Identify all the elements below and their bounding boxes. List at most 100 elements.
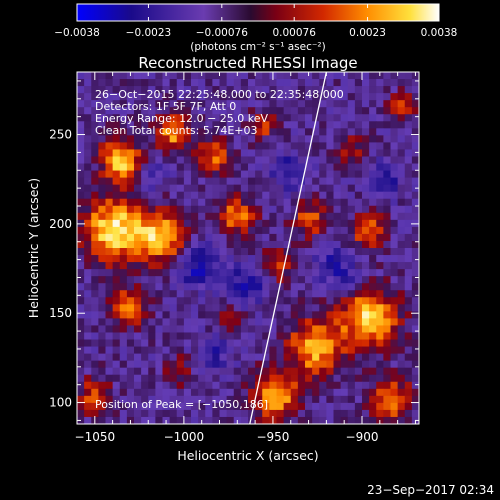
heatmap-cell — [212, 191, 220, 200]
heatmap-cell — [347, 381, 356, 390]
heatmap-cell — [319, 79, 327, 87]
heatmap-cell — [283, 72, 292, 80]
heatmap-cell — [248, 283, 256, 291]
heatmap-cell — [262, 262, 270, 270]
heatmap-cell — [376, 240, 384, 249]
heatmap-cell — [112, 149, 121, 157]
heatmap-cell — [276, 297, 285, 305]
heatmap-cell — [319, 135, 327, 143]
heatmap-cell — [354, 86, 363, 94]
heatmap-cell — [77, 276, 85, 284]
heatmap-cell — [119, 416, 128, 424]
heatmap-cell — [183, 163, 192, 171]
heatmap-cell — [397, 79, 406, 87]
heatmap-cell — [411, 367, 419, 376]
heatmap-cell — [77, 198, 85, 207]
heatmap-cell — [397, 212, 406, 221]
heatmap-cell — [305, 318, 313, 326]
heatmap-cell — [262, 198, 270, 207]
heatmap-cell — [212, 374, 220, 383]
heatmap-cell — [105, 233, 114, 242]
heatmap-cell — [205, 219, 213, 228]
heatmap-cell — [347, 184, 356, 193]
heatmap-cell — [198, 395, 206, 404]
heatmap-cell — [126, 311, 135, 319]
heatmap-cell — [369, 79, 377, 87]
heatmap-cell — [319, 395, 327, 404]
heatmap-cell — [404, 374, 413, 383]
heatmap-cell — [155, 86, 163, 94]
heatmap-cell — [347, 93, 356, 101]
heatmap-cell — [326, 198, 334, 207]
heatmap-cell — [176, 170, 185, 178]
heatmap-cell — [354, 374, 363, 383]
heatmap-cell — [162, 325, 171, 333]
heatmap-cell — [119, 219, 128, 228]
heatmap-cell — [354, 311, 363, 319]
heatmap-cell — [283, 269, 292, 277]
heatmap-cell — [134, 353, 142, 362]
heatmap-cell — [411, 276, 419, 284]
heatmap-cell — [411, 311, 419, 319]
heatmap-cell — [354, 212, 363, 221]
heatmap-cell — [248, 304, 256, 312]
heatmap-cell — [255, 135, 263, 143]
heatmap-cell — [176, 248, 185, 256]
heatmap-cell — [390, 381, 399, 390]
heatmap-cell — [255, 142, 263, 150]
heatmap-cell — [376, 86, 384, 94]
heatmap-cell — [326, 402, 334, 411]
heatmap-cell — [91, 170, 99, 178]
heatmap-cell — [290, 311, 299, 319]
heatmap-cell — [134, 402, 142, 411]
y-axis-label: Heliocentric Y (arcsec) — [26, 178, 41, 318]
heatmap-cell — [404, 297, 413, 305]
heatmap-cell — [305, 184, 313, 193]
heatmap-cell — [297, 142, 306, 150]
heatmap-cell — [233, 142, 242, 150]
heatmap-cell — [383, 416, 391, 424]
heatmap-cell — [354, 219, 363, 228]
heatmap-cell — [333, 325, 342, 333]
heatmap-cell — [134, 177, 142, 186]
heatmap-cell — [333, 149, 342, 157]
heatmap-cell — [354, 198, 363, 207]
heatmap-cell — [112, 395, 121, 404]
heatmap-cell — [212, 226, 220, 235]
heatmap-cell — [404, 388, 413, 397]
heatmap-cell — [191, 416, 199, 424]
heatmap-cell — [162, 219, 171, 228]
heatmap-cell — [276, 79, 285, 87]
heatmap-cell — [148, 163, 156, 171]
heatmap-cell — [84, 240, 92, 249]
heatmap-cell — [376, 395, 384, 404]
heatmap-cell — [240, 332, 249, 340]
heatmap-cell — [411, 177, 419, 186]
heatmap-cell — [276, 346, 285, 354]
heatmap-cell — [233, 177, 242, 186]
heatmap-cell — [376, 318, 384, 326]
heatmap-cell — [112, 346, 121, 354]
heatmap-cell — [262, 135, 270, 143]
heatmap-cell — [333, 374, 342, 383]
heatmap-cell — [397, 262, 406, 270]
heatmap-cell — [383, 304, 391, 312]
heatmap-cell — [354, 128, 363, 136]
heatmap-cell — [369, 142, 377, 150]
heatmap-cell — [134, 374, 142, 383]
heatmap-cell — [162, 240, 171, 249]
heatmap-cell — [183, 114, 192, 122]
heatmap-cell — [148, 86, 156, 94]
heatmap-cell — [105, 346, 114, 354]
heatmap-cell — [283, 304, 292, 312]
heatmap-cell — [326, 156, 334, 164]
heatmap-cell — [240, 149, 249, 157]
heatmap-cell — [183, 219, 192, 228]
heatmap-cell — [205, 135, 213, 143]
heatmap-cell — [169, 304, 178, 312]
heatmap-cell — [212, 142, 220, 150]
heatmap-cell — [233, 107, 242, 115]
heatmap-cell — [219, 367, 228, 376]
heatmap-cell — [126, 318, 135, 326]
heatmap-cell — [183, 402, 192, 411]
